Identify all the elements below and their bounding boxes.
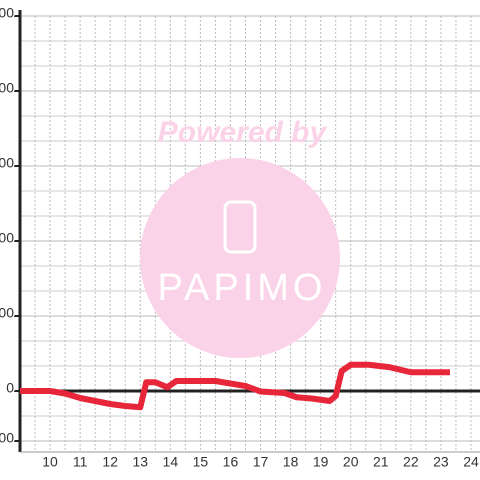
y-tick-label: 150,000: [0, 5, 14, 21]
x-tick-label: 11: [73, 454, 88, 470]
x-tick-label: 22: [403, 454, 419, 470]
x-tick-label: 16: [223, 454, 239, 470]
x-tick-label: 20: [343, 454, 359, 470]
y-tick-label: -20,000: [0, 430, 14, 446]
x-tick-label: 14: [163, 454, 179, 470]
x-tick-label: 13: [132, 454, 148, 470]
x-tick-label: 21: [373, 454, 389, 470]
x-tick-label: 18: [283, 454, 299, 470]
x-tick-label: 17: [253, 454, 269, 470]
x-tick-label: 24: [463, 454, 479, 470]
y-tick-label: 90,000: [0, 155, 14, 171]
data-line: [20, 361, 450, 411]
x-tick-label: 10: [42, 454, 58, 470]
y-tick-label: 0: [6, 380, 14, 396]
watermark-circle: [140, 158, 340, 358]
y-tick-label: 30,000: [0, 305, 14, 321]
watermark-icon: [223, 200, 257, 254]
watermark-brand: PAPIMO: [158, 267, 327, 309]
y-tick-label: 120,000: [0, 80, 14, 96]
x-tick-label: 15: [193, 454, 209, 470]
x-tick-label: 23: [433, 454, 449, 470]
x-tick-label: 12: [102, 454, 118, 470]
watermark-title: Powered by: [158, 116, 328, 149]
watermark: Powered by PAPIMO: [140, 116, 340, 358]
y-tick-label: 60,000: [0, 230, 14, 246]
x-tick-label: 19: [313, 454, 329, 470]
